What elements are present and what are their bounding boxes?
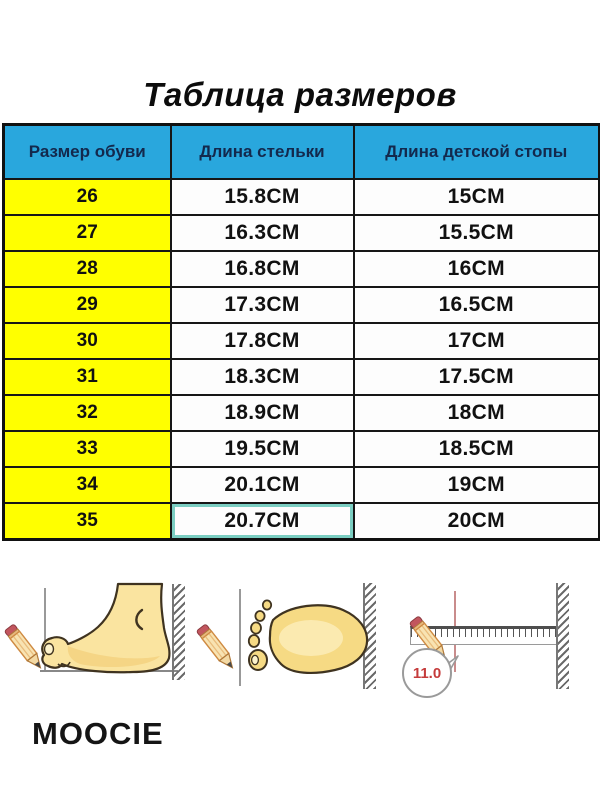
measurement-bubble: 11.0 [402,648,452,698]
size-cell: 29 [2,286,172,324]
insole-cell: 16.3CM [169,214,355,252]
table-row: 34 20.1CM 19CM [2,466,600,504]
size-cell: 27 [2,214,172,252]
size-cell: 31 [2,358,172,396]
size-table: Размер обуви Длина стельки Длина детской… [2,123,600,541]
wall-hatch [172,584,185,680]
foot-cell: 15.5CM [352,214,600,252]
insole-cell: 20.1CM [169,466,355,504]
insole-cell: 18.3CM [169,358,355,396]
measure-line [239,589,241,686]
size-cell: 35 [2,502,172,541]
size-cell: 26 [2,178,172,216]
insole-cell: 17.8CM [169,322,355,360]
size-cell: 34 [2,466,172,504]
table-header-row: Размер обуви Длина стельки Длина детской… [2,123,600,180]
table-row: 28 16.8CM 16CM [2,250,600,288]
table-row: 27 16.3CM 15.5CM [2,214,600,252]
insole-cell: 17.3CM [169,286,355,324]
pencil-icon [3,623,46,673]
table-row: 30 17.8CM 17CM [2,322,600,360]
foot-cell: 17.5CM [352,358,600,396]
insole-cell: 16.8CM [169,250,355,288]
table-row: 33 19.5CM 18.5CM [2,430,600,468]
insole-cell: 15.8CM [169,178,355,216]
insole-cell: 18.9CM [169,394,355,432]
size-cell: 33 [2,430,172,468]
insole-cell-highlighted: 20.7CM [169,502,355,541]
measure-line [44,588,46,672]
ruler-ticks [411,629,557,637]
size-cell: 30 [2,322,172,360]
size-table-container: Размер обуви Длина стельки Длина детской… [2,123,600,541]
table-row: 26 15.8CM 15CM [2,178,600,216]
foot-cell: 18CM [352,394,600,432]
table-row: 32 18.9CM 18CM [2,394,600,432]
page-title: Таблица размеров [143,76,457,113]
size-cell: 32 [2,394,172,432]
foot-cell: 19CM [352,466,600,504]
wall-hatch [556,583,569,689]
brand-logo: MOOCIE [32,716,164,751]
foot-cell: 15CM [352,178,600,216]
table-row: 35 20.7CM 20CM [2,502,600,541]
table-row: 31 18.3CM 17.5CM [2,358,600,396]
insole-cell: 19.5CM [169,430,355,468]
size-cell: 28 [2,250,172,288]
column-header-insole-length: Длина стельки [169,123,355,180]
foot-cell: 16CM [352,250,600,288]
table-row: 29 17.3CM 16.5CM [2,286,600,324]
measurement-value: 11.0 [412,664,442,682]
foot-side-icon [41,582,171,674]
foot-cell: 16.5CM [352,286,600,324]
foot-cell: 18.5CM [352,430,600,468]
foot-cell: 17CM [352,322,600,360]
foot-top-icon [247,599,369,675]
column-header-foot-length: Длина детской стопы [352,123,600,180]
foot-cell: 20CM [352,502,600,541]
pencil-icon [195,623,238,673]
column-header-shoe-size: Размер обуви [2,123,172,180]
measuring-illustrations: 11.0 [0,575,600,710]
